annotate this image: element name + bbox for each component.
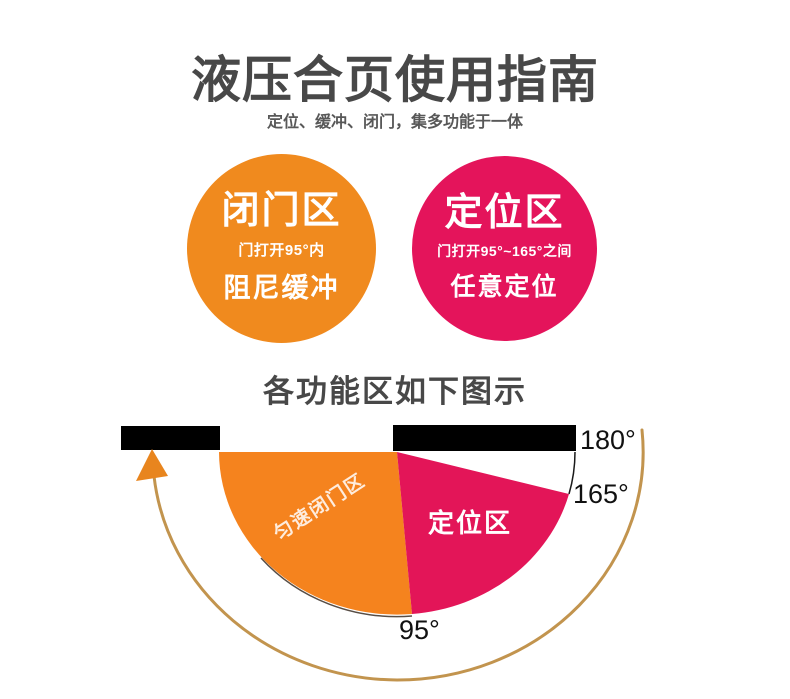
page-subtitle: 定位、缓冲、闭门，集多功能于一体 <box>266 114 523 131</box>
remainder-outline-arc <box>568 451 576 495</box>
angle-label-95: 95° <box>399 615 440 645</box>
positioning-sector <box>397 452 569 614</box>
door-open-bar <box>393 425 576 451</box>
angle-label-180: 180° <box>580 425 636 455</box>
positioning-zone-condition: 门打开95°~165°之间 <box>437 242 572 259</box>
closing-zone-badge: 闭门区 门打开95°内 阻尼缓冲 <box>187 154 376 343</box>
positioning-zone-badge: 定位区 门打开95°~165°之间 任意定位 <box>412 156 597 341</box>
positioning-zone-behavior: 任意定位 <box>450 272 559 301</box>
sector-bottom-edge <box>260 557 413 618</box>
closing-zone-condition: 门打开95°内 <box>238 242 325 260</box>
page-title: 液压合页使用指南 <box>191 52 599 108</box>
swing-arc <box>152 428 645 682</box>
door-closed-bar <box>121 426 220 450</box>
swing-arrowhead-icon <box>136 449 168 481</box>
positioning-zone-name: 定位区 <box>444 192 565 235</box>
diagram-caption: 各功能区如下图示 <box>263 374 527 409</box>
closing-zone-behavior: 阻尼缓冲 <box>223 273 340 304</box>
positioning-sector-label: 定位区 <box>428 508 512 538</box>
closing-zone-name: 闭门区 <box>221 189 342 232</box>
closing-sector <box>219 452 412 615</box>
angle-label-165: 165° <box>573 479 629 509</box>
